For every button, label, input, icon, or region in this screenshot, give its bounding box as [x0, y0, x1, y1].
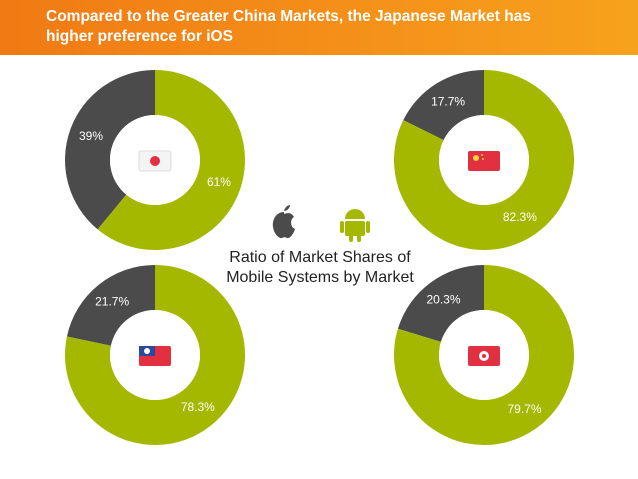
- donut-segment: [66, 265, 155, 346]
- value-label: 78.3%: [181, 400, 215, 414]
- donut-segment: [397, 265, 484, 342]
- flag-hongkong: [468, 346, 500, 366]
- donut-segment: [97, 70, 246, 250]
- header-bar: [0, 0, 638, 55]
- value-label: 17.7%: [431, 94, 465, 108]
- flag-china: [468, 151, 500, 171]
- value-label: 82.3%: [503, 210, 537, 224]
- android-icon: [340, 209, 370, 242]
- flag-taiwan: [139, 346, 171, 366]
- value-label: 20.3%: [426, 293, 460, 307]
- donut-segment: [394, 70, 575, 250]
- header-title: Compared to the Greater China Markets, t…: [46, 8, 531, 45]
- donut-segment: [65, 70, 155, 230]
- value-label: 61%: [207, 175, 231, 189]
- donut-segment: [403, 70, 484, 141]
- donut-segment: [64, 265, 245, 445]
- apple-icon: [272, 205, 295, 239]
- flags: [138, 150, 500, 366]
- value-label: 39%: [79, 129, 103, 143]
- flag-japan: [138, 150, 172, 172]
- donut-segment: [393, 265, 574, 445]
- value-label: 21.7%: [95, 294, 129, 308]
- caption: Ratio of Market Shares of Mobile Systems…: [226, 249, 414, 286]
- value-label: 79.7%: [507, 402, 541, 416]
